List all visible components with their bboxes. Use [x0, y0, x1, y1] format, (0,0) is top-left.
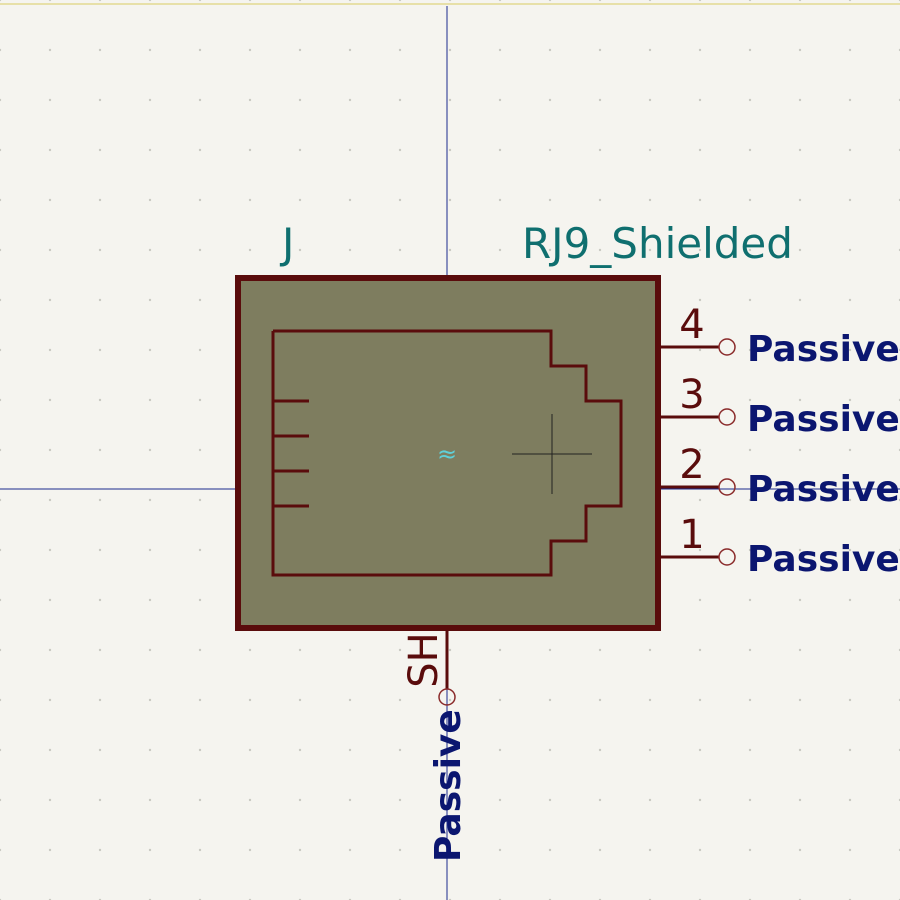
pin-endpoint[interactable] [438, 688, 456, 706]
pin-name: SH [401, 632, 447, 687]
jack-outline [271, 329, 623, 577]
pin-endpoint[interactable] [718, 408, 736, 426]
pin-number: 2 [679, 442, 704, 488]
value-field[interactable]: RJ9_Shielded [522, 219, 793, 268]
center-marker: ≈ [437, 440, 457, 468]
pin-electrical-type: Passive [747, 539, 900, 580]
pin-2[interactable]: 2 Passive [658, 442, 900, 510]
pin-1[interactable]: 1 Passive [658, 512, 900, 580]
pin-electrical-type: Passive [747, 399, 900, 440]
reference-field[interactable]: J [279, 219, 294, 268]
pin-shield[interactable]: SH Passive [401, 628, 469, 862]
connector-body[interactable] [235, 275, 661, 631]
rj9-symbol[interactable]: ≈ [235, 275, 661, 631]
pin-endpoint[interactable] [718, 478, 736, 496]
pin-endpoint[interactable] [718, 338, 736, 356]
pin-electrical-type: Passive [428, 709, 469, 862]
pin-number: 1 [679, 512, 704, 558]
pin-4[interactable]: 4 Passive [658, 302, 900, 370]
pin-number: 3 [679, 372, 704, 418]
pin-number: 4 [679, 302, 704, 348]
pin-electrical-type: Passive [747, 469, 900, 510]
pin-endpoint[interactable] [718, 548, 736, 566]
pin-electrical-type: Passive [747, 329, 900, 370]
pin-3[interactable]: 3 Passive [658, 372, 900, 440]
jack-contacts [273, 399, 309, 508]
anchor-crosshair [512, 414, 592, 494]
